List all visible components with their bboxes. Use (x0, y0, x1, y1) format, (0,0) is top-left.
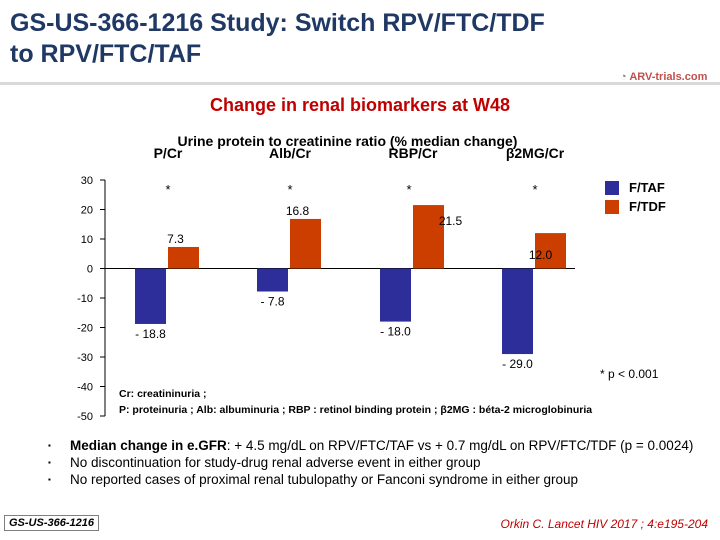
category-label: P/Cr (154, 145, 183, 161)
bullet-square-icon: ▪ (48, 458, 51, 467)
y-tick-label: -50 (77, 411, 93, 423)
significance-marker: * (287, 182, 292, 197)
data-label: - 18.0 (380, 325, 411, 339)
significance-marker: * (532, 182, 537, 197)
footnote-line-2: P: proteinuria ; Alb: albuminuria ; RBP … (119, 404, 593, 416)
title-line-1: GS-US-366-1216 Study: Switch RPV/FTC/TDF (10, 9, 545, 37)
legend-item-ftaf: F/TAF (605, 178, 666, 197)
y-tick-label: 20 (81, 205, 93, 217)
significance-marker: * (406, 182, 411, 197)
title-divider (0, 82, 720, 85)
arv-trials-logo: ◔ ARV-trials.com (620, 71, 707, 83)
chart-title: Change in renal biomarkers at W48 (209, 95, 511, 115)
bullet-item-discontinuation: ▪ No discontinuation for study-drug rena… (48, 454, 710, 471)
data-label: - 18.8 (135, 327, 166, 341)
legend-swatch-ftdf (605, 199, 619, 214)
bar-ftdf-0 (168, 246, 199, 269)
legend-swatch-ftaf (605, 180, 619, 195)
data-label: - 29.0 (502, 357, 533, 371)
chart-subtitle: Urine protein to creatinine ratio (% med… (177, 133, 518, 149)
significance-marker: * (165, 182, 170, 197)
category-label: RBP/Cr (388, 145, 438, 161)
title-line-2: to RPV/FTC/TAF (10, 40, 202, 68)
data-label: 7.3 (167, 232, 184, 246)
bar-ftdf-3 (535, 233, 566, 269)
y-tick-label: -40 (77, 382, 93, 394)
y-tick-label: -30 (77, 352, 93, 364)
footnote-line-1: Cr: creatininuria ; (119, 388, 207, 400)
bullet-list: ▪ Median change in e.GFR: + 4.5 mg/dL on… (48, 437, 710, 488)
bullet-square-icon: ▪ (48, 441, 51, 450)
y-tick-label: -10 (77, 293, 93, 305)
p-value-note: * p < 0.001 (600, 367, 659, 381)
chart-legend: F/TAF F/TDF (605, 178, 666, 216)
bullet-text: No reported cases of proximal renal tubu… (70, 472, 579, 487)
bullet-square-icon: ▪ (48, 475, 51, 484)
y-tick-label: -20 (77, 323, 93, 335)
y-tick-label: 0 (87, 264, 93, 276)
study-id-badge: GS-US-366-1216 (4, 515, 99, 531)
bar-labels: P/Cr - 18.8 7.3 * Alb/Cr - 7.8 16.8 * RBP/Cr - 18… (135, 145, 565, 371)
bar-ftaf-0 (135, 268, 166, 324)
bar-ftdf-2 (413, 205, 444, 269)
bullet-item-egfr: ▪ Median change in e.GFR: + 4.5 mg/dL on… (48, 437, 710, 454)
citation: Orkin C. Lancet HIV 2017 ; 4:e195-204 (500, 517, 708, 531)
data-label: 16.8 (286, 204, 310, 218)
bullet-lead: Median change in e.GFR (70, 438, 227, 453)
bar-ftaf-3 (502, 268, 533, 355)
y-axis: 30 20 10 0 -10 -20 -30 -40 -50 (77, 175, 575, 423)
abbreviation-footnote: Cr: creatininuria ; P: proteinuria ; Alb… (119, 386, 592, 418)
y-tick-label: 10 (81, 234, 93, 246)
category-label: Alb/Cr (269, 145, 312, 161)
bullet-item-tubulopathy: ▪ No reported cases of proximal renal tu… (48, 471, 710, 488)
legend-label-ftaf: F/TAF (629, 180, 665, 195)
data-label: 21.5 (439, 214, 463, 228)
data-label: - 7.8 (260, 295, 284, 309)
legend-label-ftdf: F/TDF (629, 199, 666, 214)
data-label: 12.0 (529, 248, 553, 262)
bar-ftdf-1 (290, 218, 321, 269)
category-label: β2MG/Cr (506, 145, 565, 161)
legend-item-ftdf: F/TDF (605, 197, 666, 216)
logo-text: ARV-trials.com (629, 71, 708, 83)
bar-ftaf-1 (257, 268, 288, 292)
slide-title: GS-US-366-1216 Study: Switch RPV/FTC/TDF… (10, 8, 610, 70)
bars (135, 205, 566, 355)
logo-mark-icon: ◔ (620, 71, 627, 83)
bullet-text: No discontinuation for study-drug renal … (70, 455, 481, 470)
bar-ftaf-2 (380, 268, 411, 322)
y-tick-label: 30 (81, 175, 93, 187)
bullet-text: : + 4.5 mg/dL on RPV/FTC/TAF vs + 0.7 mg… (226, 438, 694, 453)
